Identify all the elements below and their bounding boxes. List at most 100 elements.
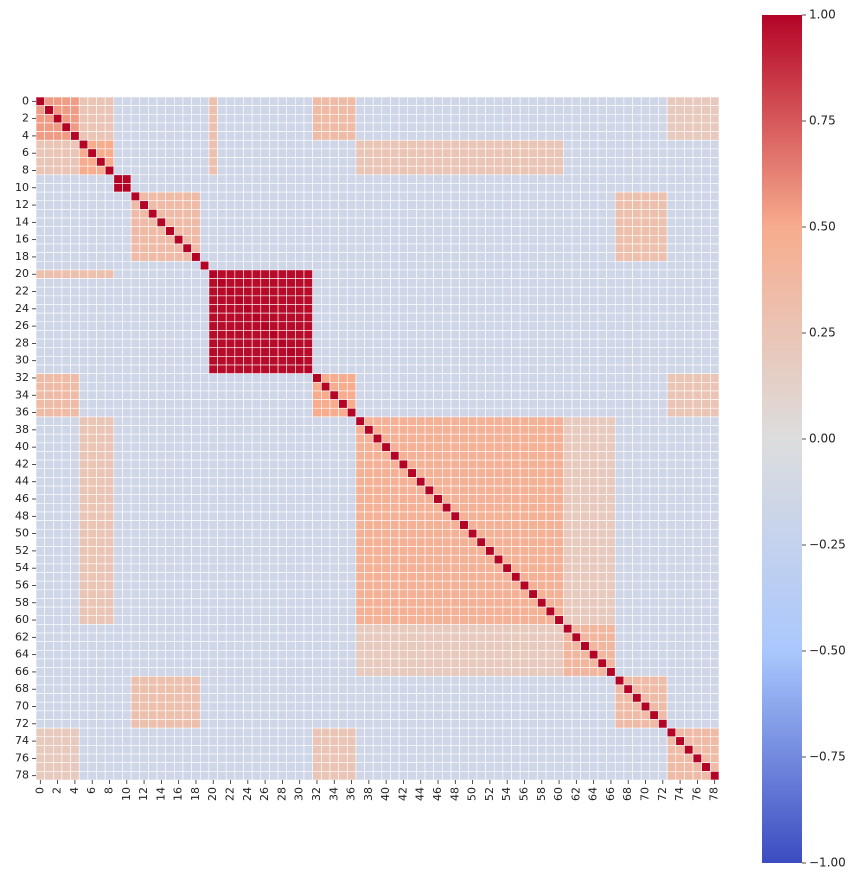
heatmap-cell [502,113,512,124]
heatmap-cell [346,139,357,150]
heatmap-cell [632,459,642,470]
heatmap-cell [355,503,365,513]
heatmap-cell [381,131,391,141]
heatmap-cell [493,139,504,150]
heatmap-cell [139,433,149,444]
heatmap-cell [710,165,720,176]
heatmap-cell [35,157,45,167]
heatmap-cell [545,511,556,521]
heatmap-cell [701,632,711,642]
heatmap-cell [632,330,642,340]
heatmap-cell [225,407,236,418]
heatmap-cell [286,624,296,634]
heatmap-cell [251,217,262,227]
heatmap-cell [113,191,123,202]
heatmap-cell [217,381,227,392]
heatmap-cell [554,260,564,271]
heatmap-cell [346,295,357,305]
heatmap-cell [485,563,495,573]
heatmap-cell [338,572,348,582]
heatmap-cell [260,477,270,487]
heatmap-cell [234,200,244,210]
heatmap-cell [537,295,547,305]
heatmap-cell [35,468,45,478]
heatmap-cell [277,615,288,625]
heatmap-cell [286,122,296,132]
heatmap-cell [217,390,227,400]
heatmap-cell [433,580,443,591]
heatmap-cell [563,580,573,591]
heatmap-cell [148,425,158,435]
heatmap-cell [295,615,305,625]
heatmap-cell [286,632,296,642]
heatmap-cell [35,148,45,158]
heatmap-cell [122,226,132,236]
heatmap-cell [277,624,288,634]
heatmap-cell [589,243,599,253]
heatmap-cell [658,356,668,366]
heatmap-cell [61,442,71,452]
heatmap-cell [52,122,63,132]
heatmap-cell [528,183,538,193]
heatmap-cell [191,304,201,314]
heatmap-cell [312,148,322,158]
heatmap-cell [649,191,659,202]
heatmap-cell [433,416,443,426]
heatmap-cell [372,157,383,167]
heatmap-cell [563,217,573,227]
heatmap-cell [666,191,677,202]
heatmap-cell [338,606,348,617]
heatmap-cell [476,572,486,582]
heatmap-cell [130,235,141,245]
heatmap-cell [563,260,573,271]
heatmap-cell [597,209,607,219]
heatmap-cell [390,191,400,202]
heatmap-cell [701,399,711,409]
heatmap-cell [407,511,417,521]
heatmap-cell [710,407,720,418]
heatmap-cell [286,425,296,435]
heatmap-cell [191,459,201,470]
heatmap-cell [61,304,71,314]
heatmap-cell [511,364,521,374]
heatmap-cell [217,459,227,470]
heatmap-cell [606,157,616,167]
heatmap-cell [563,139,573,150]
heatmap-cell [44,624,54,634]
heatmap-cell [606,330,616,340]
heatmap-cell [70,235,80,245]
heatmap-cell [476,598,486,608]
heatmap-cell [649,390,659,400]
heatmap-cell [519,442,530,452]
heatmap-cell [493,312,504,323]
heatmap-cell [260,373,270,383]
heatmap-cell [692,217,703,227]
heatmap-cell [467,632,478,642]
heatmap-cell [260,252,270,262]
heatmap-cell [580,563,590,573]
heatmap-cell [277,373,288,383]
heatmap-cell [632,148,642,158]
heatmap-cell [623,537,633,547]
heatmap-cell [554,96,564,106]
heatmap-cell [104,217,115,227]
heatmap-cell [407,520,417,530]
heatmap-cell [467,191,478,202]
heatmap-cell [442,330,452,340]
heatmap-cell [493,373,504,383]
heatmap-cell [338,131,348,141]
heatmap-cell [614,381,625,392]
heatmap-cell [346,338,357,349]
heatmap-cell [701,494,711,504]
heatmap-cell [433,243,443,253]
heatmap-cell [381,96,391,106]
heatmap-cell [381,356,391,366]
heatmap-cell [243,442,253,452]
heatmap-cell [243,96,253,106]
heatmap-cell [511,312,521,323]
heatmap-cell [467,416,478,426]
heatmap-cell [623,338,633,349]
heatmap-cell [519,191,530,202]
heatmap-cell [684,606,694,617]
heatmap-cell [148,554,158,565]
